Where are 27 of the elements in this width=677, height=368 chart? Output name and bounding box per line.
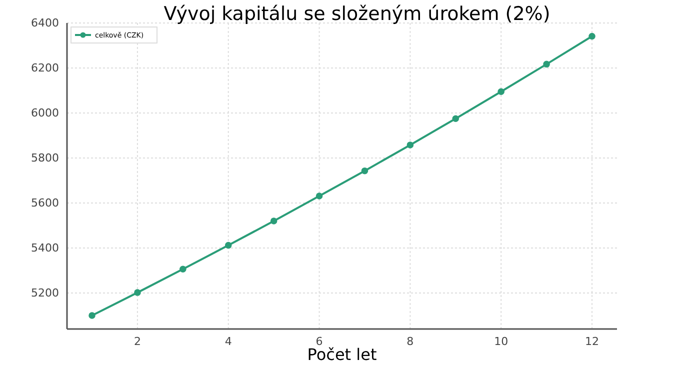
chart-title: Vývoj kapitálu se složeným úrokem (2%) bbox=[164, 3, 550, 25]
x-tick-label: 6 bbox=[316, 334, 323, 348]
point bbox=[543, 60, 550, 68]
y-tick-label: 6000 bbox=[31, 106, 59, 120]
x-tick-label: 12 bbox=[585, 334, 599, 348]
point bbox=[588, 32, 596, 40]
x-tick-label: 10 bbox=[494, 334, 508, 348]
x-tick-label: 4 bbox=[224, 334, 232, 348]
y-tick-label: 5800 bbox=[31, 152, 59, 165]
point bbox=[361, 167, 368, 174]
point bbox=[498, 88, 504, 96]
x-axis-title: Počet let bbox=[307, 345, 377, 364]
point bbox=[270, 218, 278, 224]
point bbox=[452, 115, 460, 122]
y-tick-label: 6400 bbox=[31, 16, 59, 30]
x-tick-label: 2 bbox=[134, 334, 141, 348]
y-tick-label: 5600 bbox=[31, 196, 59, 210]
y-tick-label: 5400 bbox=[31, 242, 59, 255]
point bbox=[88, 312, 96, 319]
point bbox=[406, 142, 414, 148]
x-tick-label: 8 bbox=[406, 334, 414, 348]
point bbox=[180, 266, 186, 273]
point bbox=[316, 192, 323, 200]
point bbox=[134, 289, 141, 296]
y-tick-label: 6200 bbox=[31, 62, 59, 75]
y-tick-label: 5200 bbox=[31, 286, 59, 300]
point bbox=[224, 242, 232, 249]
